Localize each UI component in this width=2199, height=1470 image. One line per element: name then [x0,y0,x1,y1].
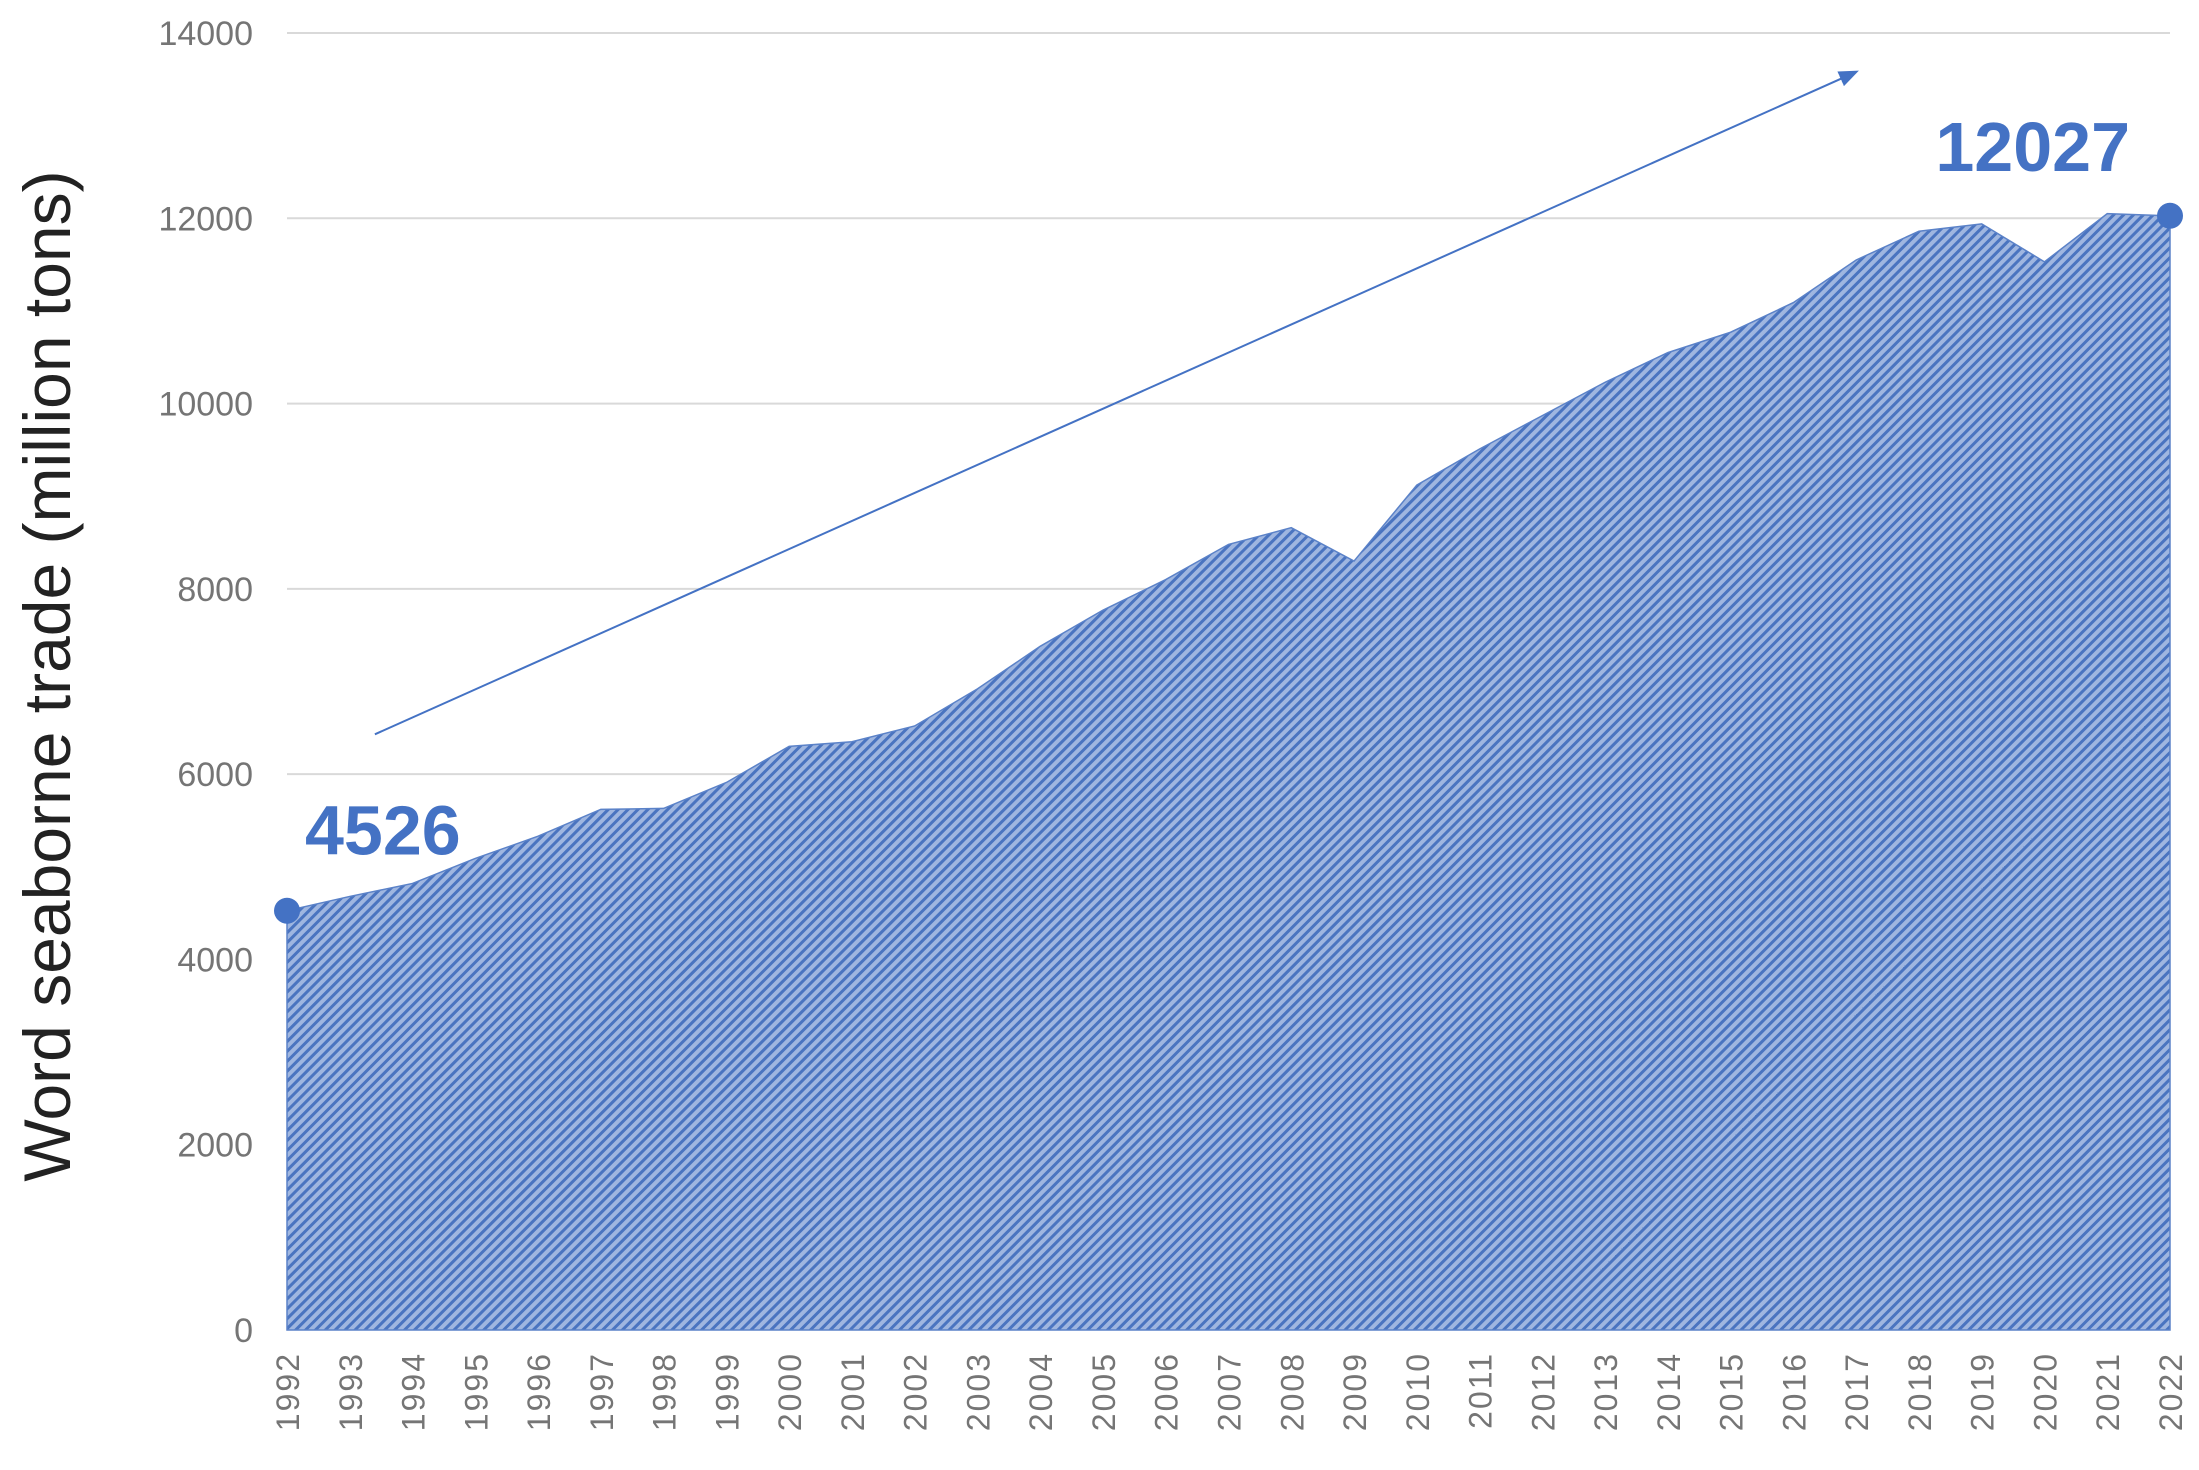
x-tick-label: 2003 [960,1352,996,1431]
value-annotation: 12027 [1935,108,2130,186]
x-tick-label: 2004 [1023,1352,1059,1431]
x-tick-label: 2014 [1651,1352,1687,1431]
y-tick-label: 8000 [177,571,253,609]
x-tick-label: 1995 [458,1352,494,1431]
x-tick-label: 2006 [1149,1352,1185,1431]
x-tick-label: 2005 [1086,1352,1122,1431]
y-tick-label: 4000 [177,941,253,979]
x-tick-label: 2018 [1902,1352,1938,1431]
x-tick-label: 2000 [772,1352,808,1431]
x-tick-label: 2021 [2090,1352,2126,1431]
x-tick-label: 1993 [333,1352,369,1431]
y-axis-label: Word seaborne trade (million tons) [10,170,84,1181]
y-tick-label: 12000 [158,200,253,238]
x-tick-label: 2009 [1337,1352,1373,1431]
area-series [286,212,2171,1331]
x-tick-label: 2015 [1714,1352,1750,1431]
y-tick-label: 10000 [158,386,253,424]
y-axis: 0 2000 4000 6000 8000 10000 12000 14000 [158,15,253,1350]
x-tick-label: 2011 [1463,1352,1499,1429]
x-tick-label: 2001 [835,1352,871,1431]
y-tick-label: 6000 [177,756,253,794]
trend-arrow [374,70,1859,736]
x-tick-label: 2010 [1400,1352,1436,1431]
x-tick-label: 1994 [396,1352,432,1431]
x-tick-label: 2013 [1588,1352,1624,1431]
x-tick-label: 1999 [709,1352,745,1431]
x-tick-label: 1998 [647,1352,683,1431]
x-tick-label: 2019 [1965,1352,2001,1431]
x-tick-label: 2012 [1525,1352,1561,1431]
x-tick-label: 1996 [521,1352,557,1431]
y-tick-label: 14000 [158,15,253,53]
x-tick-label: 2002 [898,1352,934,1431]
x-tick-label: 2016 [1776,1352,1812,1431]
x-tick-label: 1997 [584,1352,620,1431]
value-annotation: 4526 [305,792,461,870]
endpoint-marker [274,897,300,924]
x-axis: 1992 1993 1994 1995 1996 1997 1998 1999 2000 2001… [270,1352,2189,1431]
x-tick-label: 2020 [2028,1352,2064,1431]
y-tick-label: 0 [234,1312,253,1350]
x-tick-label: 2022 [2153,1352,2189,1431]
x-tick-label: 2008 [1274,1352,1310,1431]
area-fill [286,212,2171,1331]
y-tick-label: 2000 [177,1127,253,1165]
endpoint-marker [2157,202,2183,229]
x-tick-label: 1992 [270,1352,306,1431]
x-tick-label: 2007 [1212,1352,1248,1431]
x-tick-label: 2017 [1839,1352,1875,1431]
annotations: 4526 12027 [274,70,2183,924]
